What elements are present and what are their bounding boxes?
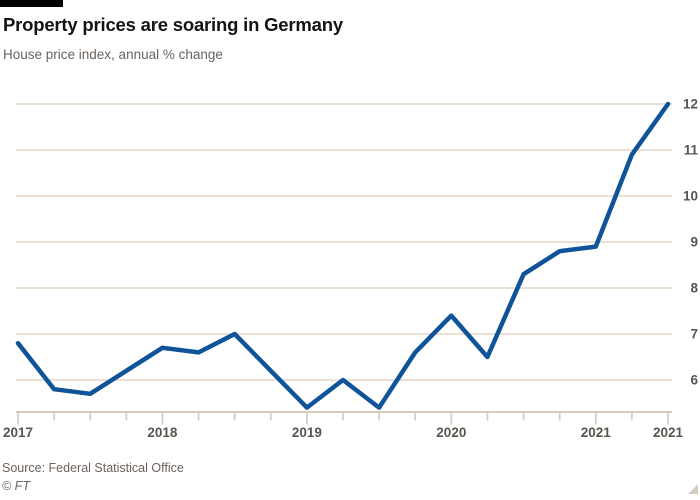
x-axis-tick-label: 2018 — [147, 425, 178, 440]
ft-credit: © FT — [2, 479, 30, 493]
source-note: Source: Federal Statistical Office — [2, 461, 184, 475]
y-axis-tick-label: 9 — [690, 235, 698, 250]
y-axis-tick-label: 7 — [690, 327, 698, 342]
y-axis-tick-label: 8 — [690, 281, 698, 296]
x-axis-tick-label: 2019 — [292, 425, 322, 440]
x-axis-tick-label: 2021 — [653, 425, 684, 440]
x-axis-tick-label: 2017 — [3, 425, 33, 440]
x-axis-tick-label: 2021 — [581, 425, 612, 440]
y-axis-tick-label: 12 — [683, 97, 698, 112]
y-axis-tick-label: 10 — [683, 189, 698, 204]
x-axis-tick-label: 2020 — [436, 425, 466, 440]
data-line-series — [15, 101, 671, 410]
resize-corner-icon — [688, 484, 698, 494]
ft-black-bar — [0, 0, 63, 7]
chart-title: Property prices are soaring in Germany — [3, 14, 343, 35]
y-axis-tick-label: 6 — [690, 373, 698, 388]
y-axis-tick-label: 11 — [684, 143, 699, 158]
chart-subtitle: House price index, annual % change — [3, 47, 223, 62]
